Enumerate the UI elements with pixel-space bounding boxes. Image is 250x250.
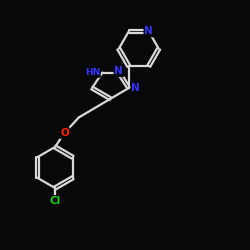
- Text: O: O: [60, 128, 69, 138]
- Text: N: N: [144, 26, 153, 36]
- Text: HN: HN: [85, 68, 100, 77]
- Text: Cl: Cl: [50, 196, 61, 206]
- Text: N: N: [114, 66, 123, 76]
- Text: N: N: [131, 83, 140, 93]
